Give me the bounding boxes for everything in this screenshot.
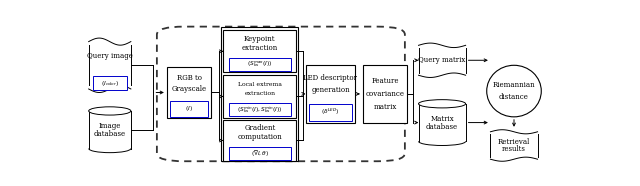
Text: LED descriptor: LED descriptor [303,74,358,82]
Text: results: results [502,145,526,153]
Text: $(S_{ks}^{max}(I))$: $(S_{ks}^{max}(I))$ [247,60,273,69]
Polygon shape [490,134,538,157]
Text: distance: distance [499,93,529,101]
FancyBboxPatch shape [309,104,351,121]
FancyBboxPatch shape [229,58,291,71]
Text: Riemannian: Riemannian [493,81,535,89]
Polygon shape [89,45,131,85]
Text: $(S_{ks}^{min}(I),S_{ks}^{min}(I))$: $(S_{ks}^{min}(I),S_{ks}^{min}(I))$ [237,104,283,115]
Ellipse shape [487,65,541,117]
FancyBboxPatch shape [229,147,291,160]
Polygon shape [419,48,466,73]
Text: matrix: matrix [373,102,397,110]
Text: Gradient: Gradient [244,124,275,132]
Text: $(I)$: $(I)$ [185,104,193,113]
FancyBboxPatch shape [223,75,296,118]
FancyBboxPatch shape [363,65,407,123]
FancyBboxPatch shape [221,27,298,161]
Text: RGB to: RGB to [177,74,202,82]
Text: database: database [426,123,458,131]
Polygon shape [419,104,466,141]
FancyBboxPatch shape [170,101,208,117]
FancyBboxPatch shape [93,76,127,90]
FancyBboxPatch shape [306,65,355,123]
Text: Matrix: Matrix [430,115,454,123]
Text: extraction: extraction [244,91,275,96]
Text: computation: computation [237,133,282,141]
FancyBboxPatch shape [157,27,405,161]
Text: Image: Image [99,122,121,130]
Polygon shape [89,111,131,149]
Text: Local extrema: Local extrema [238,82,282,87]
Text: generation: generation [311,86,350,94]
Text: Feature: Feature [371,77,399,85]
Text: $(\delta^{LED})$: $(\delta^{LED})$ [321,107,340,117]
Text: Retrieval: Retrieval [498,138,530,146]
FancyBboxPatch shape [223,120,296,161]
Text: database: database [93,130,126,138]
Text: Keypoint: Keypoint [244,35,276,43]
FancyBboxPatch shape [229,103,291,116]
Text: Query matrix: Query matrix [419,56,466,64]
Text: covariance: covariance [365,90,404,98]
Ellipse shape [89,107,131,115]
Ellipse shape [419,100,466,108]
FancyBboxPatch shape [167,67,211,118]
FancyBboxPatch shape [223,30,296,72]
Text: $(I_{color})$: $(I_{color})$ [100,78,119,87]
Text: $(\nabla I,\theta)$: $(\nabla I,\theta)$ [251,148,269,158]
Text: extraction: extraction [242,44,278,52]
Text: Query image: Query image [87,52,132,60]
Text: Grayscale: Grayscale [172,85,207,93]
